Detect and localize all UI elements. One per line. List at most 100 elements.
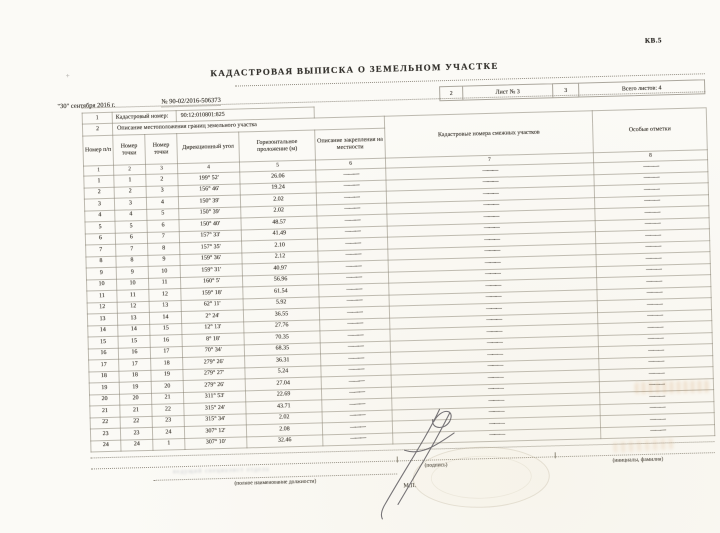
col-point-from: 10 (116, 277, 149, 291)
col-point-to: 14 (149, 311, 182, 324)
section1-index: 1 (82, 112, 113, 125)
col-point-from: 1 (113, 174, 147, 187)
col-npp: 7 (85, 244, 116, 257)
col-npp: 13 (87, 313, 118, 326)
col-point-from: 11 (116, 289, 150, 302)
col-header-angle: Дирекционный угол (176, 131, 240, 164)
col-point-from: 15 (117, 335, 151, 348)
col-point-from: 18 (118, 369, 152, 383)
col-point-to: 24 (152, 426, 185, 439)
col-point-to: 21 (151, 392, 184, 405)
col-point-to: 19 (150, 369, 184, 382)
col-point-to: 5 (146, 208, 179, 221)
col-point-to: 9 (147, 254, 181, 267)
col-point-from: 3 (114, 197, 147, 210)
section2-index: 2 (82, 123, 113, 137)
orange-smudge-mark (613, 438, 674, 453)
col-point-to: 22 (151, 403, 185, 416)
col-notes: ——— (600, 424, 715, 439)
col-point-from: 22 (120, 415, 153, 429)
col-point-to: 7 (147, 231, 180, 244)
col-point-from: 23 (120, 427, 153, 440)
col-point-to: 13 (149, 300, 182, 313)
col-npp: 9 (86, 267, 117, 280)
boundary-rows: 1 1 2 199° 52' 26.06 ——— ——— ——— 2 2 3 156° 46' 19.2… (83, 159, 715, 452)
name-hint-label: (инициалы, фамилия) (612, 456, 664, 464)
col-point-from: 9 (116, 266, 149, 279)
col-npp: 16 (88, 347, 119, 360)
col-npp: 1 (83, 175, 115, 188)
stamp-place-label: М.П. (403, 482, 417, 490)
col-point-to: 2 (145, 173, 179, 186)
col-point-to: 23 (152, 415, 185, 428)
col-npp: 2 (84, 186, 115, 200)
col-npp: 5 (84, 221, 116, 234)
signature-line-tick-1 (396, 456, 398, 463)
col-point-from: 4 (114, 208, 147, 222)
col-point-from: 24 (120, 438, 153, 452)
col-npp: 14 (87, 324, 118, 338)
col-point-from: 21 (119, 404, 153, 417)
col-point-from: 12 (117, 300, 150, 314)
col-npp: 10 (86, 278, 117, 292)
boundary-table: 1 Кадастровый номер: 90:12:010801:825 2 … (82, 96, 716, 452)
col-header-npp: Номер п/п (82, 135, 114, 167)
col-npp: 4 (84, 209, 115, 223)
col-point-from: 6 (115, 231, 148, 245)
pencil-plus-mark: + (65, 71, 70, 81)
col-header-special-notes: Особые отметки (592, 107, 708, 153)
col-point-from: 5 (114, 220, 148, 233)
col-point-from: 7 (115, 243, 148, 256)
col-point-from: 2 (114, 185, 147, 199)
col-point-from: 20 (119, 392, 152, 406)
col-point-to: 17 (150, 346, 183, 359)
col-point-from: 16 (118, 346, 151, 360)
col-npp: 6 (85, 232, 116, 246)
col-point-to: 8 (147, 242, 180, 255)
col-point-to: 18 (150, 357, 183, 370)
col-point-to: 4 (146, 196, 179, 209)
col-point-to: 3 (146, 185, 179, 198)
col-point-to: 16 (149, 334, 183, 347)
col-npp: 12 (87, 301, 118, 315)
corner-form-code: КВ.5 (644, 36, 663, 45)
col-npp: 22 (90, 416, 121, 429)
col-header-distance: Горизонтальное проложение (м) (238, 130, 316, 162)
col-npp: 20 (89, 393, 120, 406)
col-npp: 21 (89, 405, 121, 418)
col-header-fixation: Описание закрепления на местности (314, 128, 386, 160)
signature-line-tick-2 (554, 452, 556, 459)
col-point-to: 15 (149, 323, 182, 336)
col-npp: 3 (84, 198, 115, 211)
col-fixation: ——— (322, 432, 393, 446)
col-point-from: 19 (119, 381, 152, 394)
col-npp: 23 (90, 428, 121, 441)
col-header-point-from: Номер точки (112, 134, 146, 166)
col-point-to: 6 (146, 219, 180, 232)
col-point-to: 12 (148, 288, 182, 301)
col-npp: 8 (85, 255, 117, 269)
col-point-from: 14 (117, 323, 150, 337)
col-header-point-to: Номер точки (144, 133, 178, 165)
col-point-to: 10 (148, 265, 181, 278)
col-distance: 32.46 (246, 434, 323, 448)
col-point-from: 13 (117, 312, 150, 325)
col-point-to: 11 (148, 277, 181, 290)
col-npp: 11 (86, 290, 118, 303)
orange-smudge-mark (634, 380, 712, 395)
col-npp: 19 (89, 382, 120, 395)
col-point-from: 8 (115, 254, 149, 268)
col-header-adjacent-parcels: Кадастровые номера смежных участков (384, 110, 594, 159)
document-title: КАДАСТРОВАЯ ВЫПИСКА О ЗЕМЕЛЬНОМ УЧАСТКЕ (210, 60, 499, 79)
col-point-to: 20 (151, 380, 184, 393)
col-npp: 18 (88, 370, 120, 383)
col-point-from: 17 (118, 358, 151, 371)
col-angle: 307° 10' (184, 436, 247, 450)
signature-hint-label: (подпись) (424, 462, 448, 469)
col-npp: 24 (90, 439, 121, 452)
col-npp: 17 (88, 359, 119, 372)
col-point-to: 1 (152, 438, 185, 451)
typed-position-text: ведущий специалист отдела (172, 466, 270, 476)
